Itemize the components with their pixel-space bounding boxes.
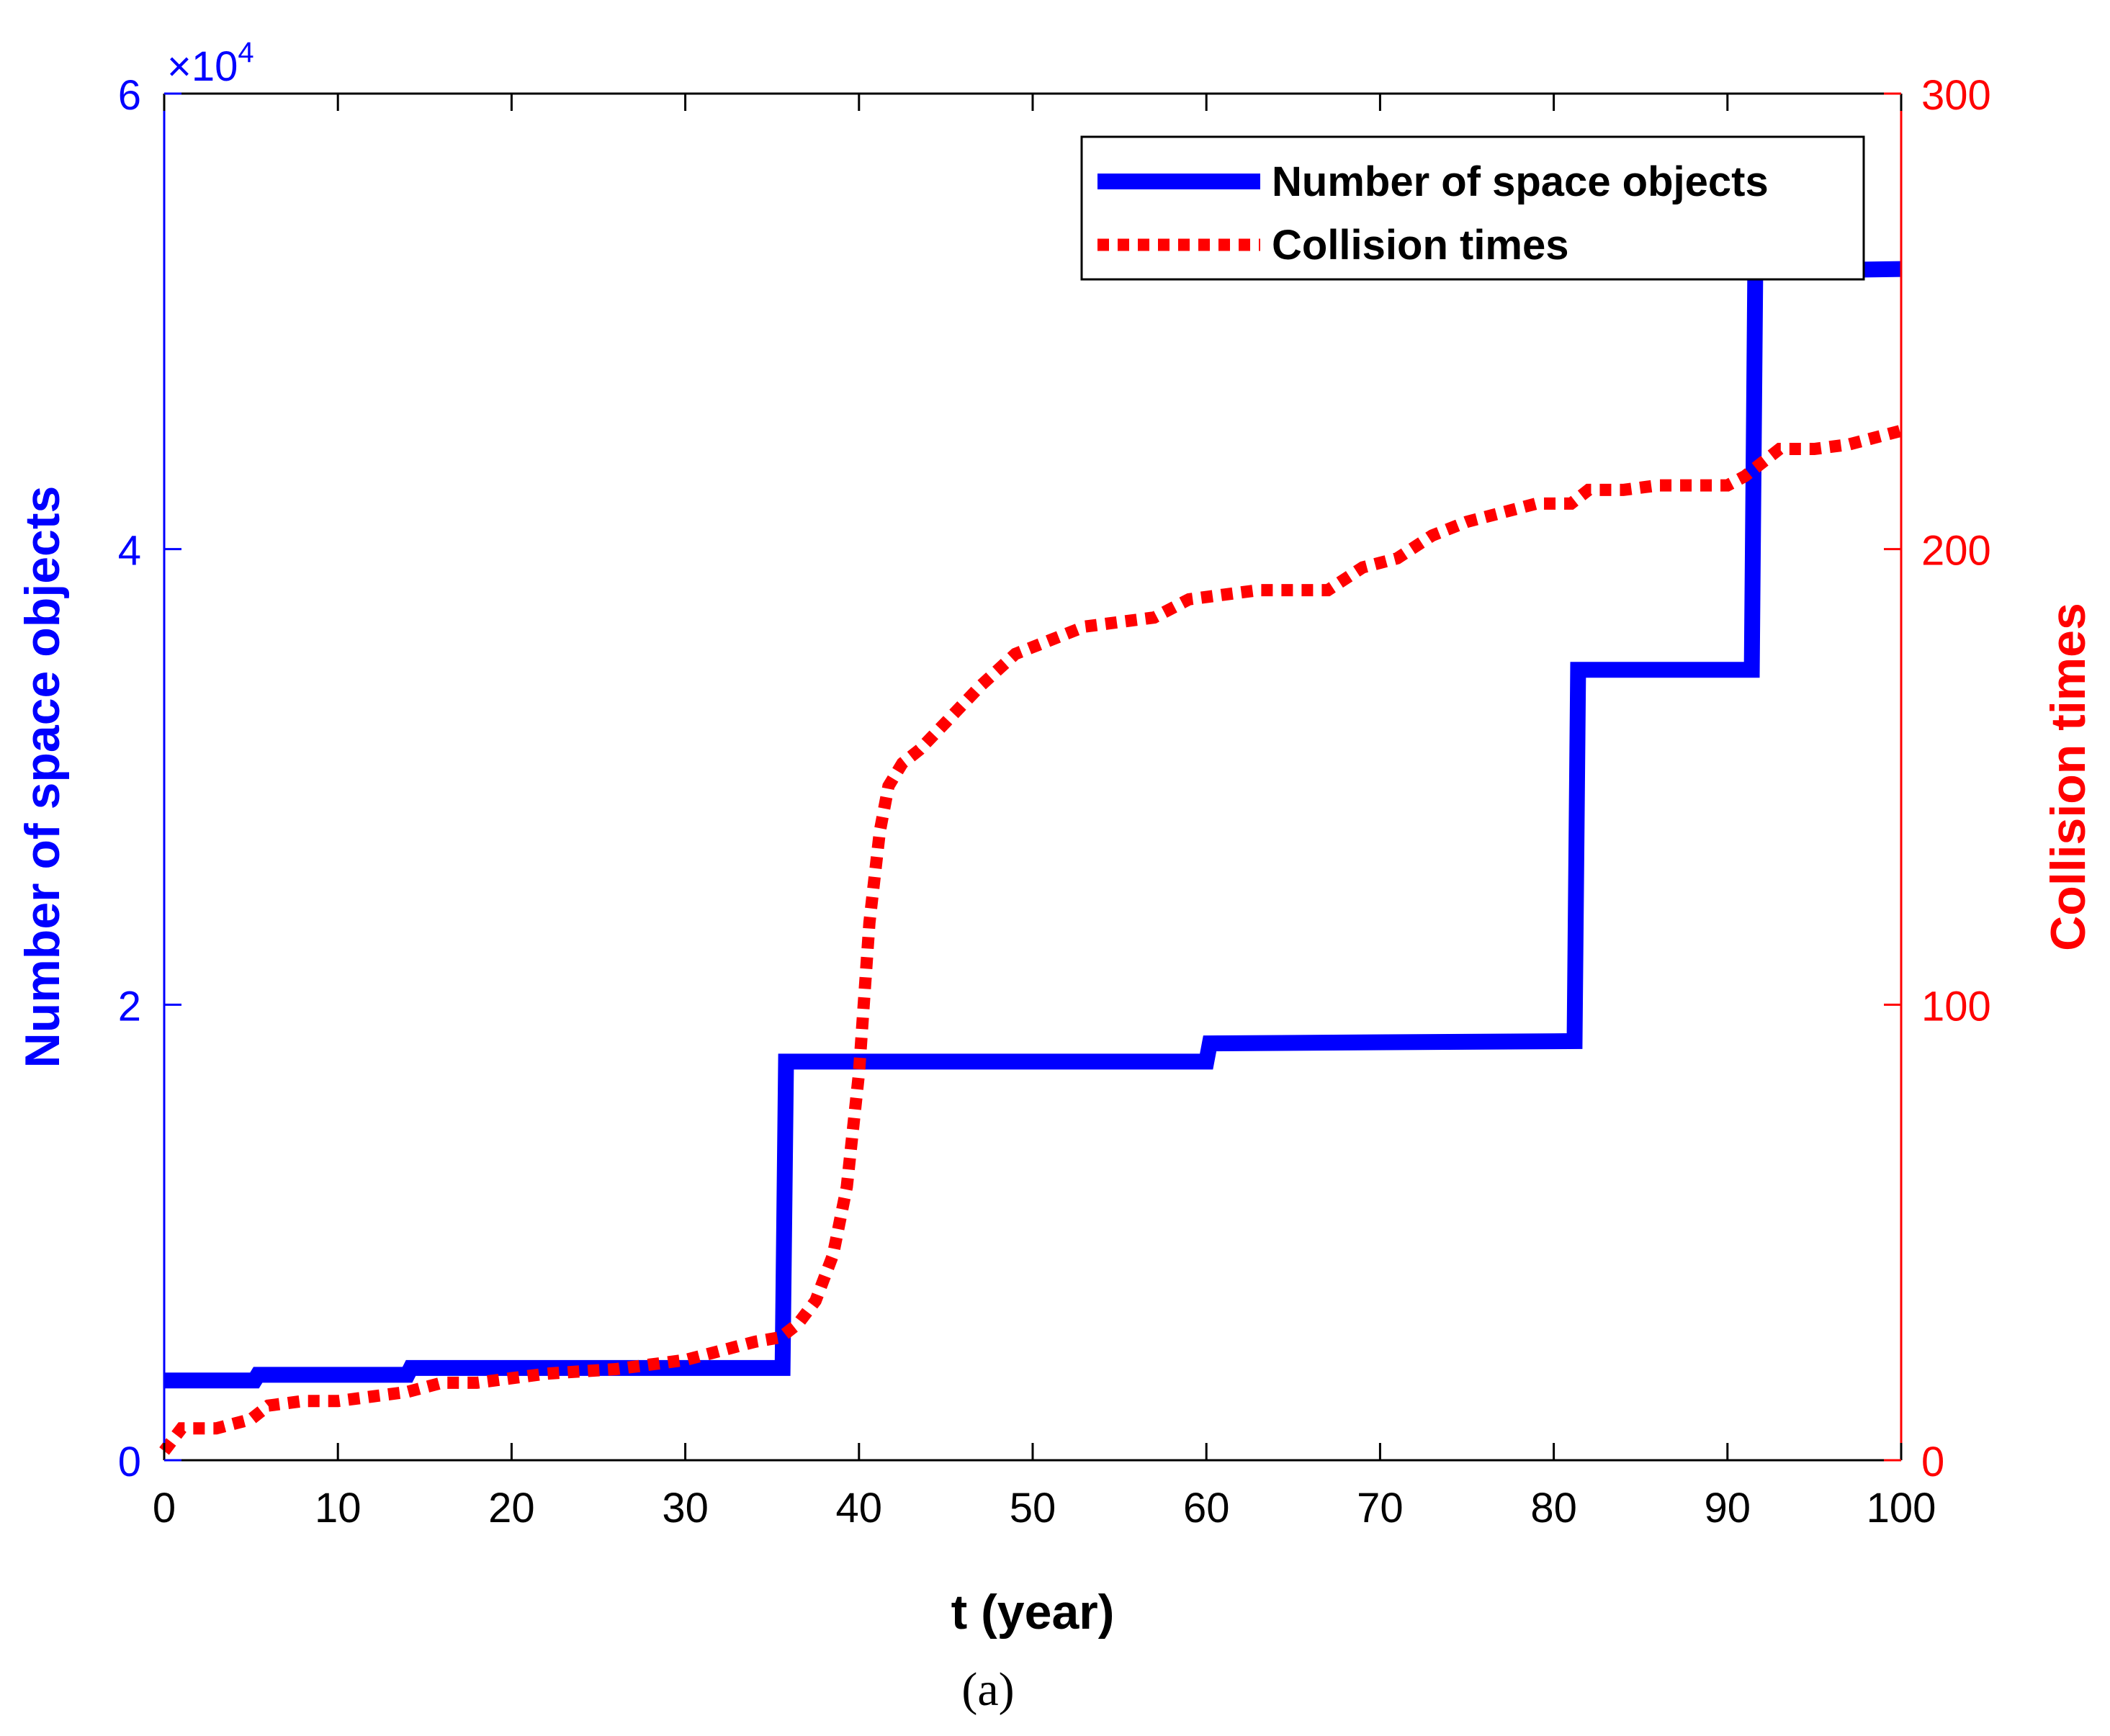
legend: Number of space objects Collision times xyxy=(1080,135,1865,281)
x-tick-label: 0 xyxy=(153,1485,176,1532)
left-y-axis-multiplier: ×104 xyxy=(167,37,254,90)
left-y-tick-label: 0 xyxy=(118,1439,141,1485)
left-y-axis-title: Number of space objects xyxy=(15,486,70,1069)
x-tick-label: 100 xyxy=(1867,1485,1936,1532)
right-y-tick-label: 300 xyxy=(1921,72,1991,119)
right-y-tick-label: 0 xyxy=(1921,1439,1944,1485)
x-tick-label: 90 xyxy=(1705,1485,1751,1532)
figure-caption: (a) xyxy=(961,1663,1014,1716)
x-tick-label: 20 xyxy=(488,1485,535,1532)
x-axis-title: t (year) xyxy=(951,1585,1115,1640)
x-tick-label: 60 xyxy=(1183,1485,1230,1532)
series-layer xyxy=(159,261,1903,1455)
legend-label-number-of-space-objects: Number of space objects xyxy=(1272,158,1769,205)
x-tick-label: 10 xyxy=(315,1485,362,1532)
x-tick-label: 40 xyxy=(836,1485,883,1532)
x-tick-label: 50 xyxy=(1010,1485,1056,1532)
right-y-tick-label: 100 xyxy=(1921,983,1991,1030)
multiplier-base: ×10 xyxy=(167,43,238,90)
left-y-tick-label: 6 xyxy=(118,72,141,119)
left-y-tick-label: 4 xyxy=(118,528,141,575)
right-y-tick-label: 200 xyxy=(1921,528,1991,575)
x-tick-label: 30 xyxy=(662,1485,709,1532)
right-y-axis-title: Collision times xyxy=(2041,603,2096,951)
multiplier-exponent: 4 xyxy=(238,37,253,68)
legend-box xyxy=(1080,135,1865,281)
left-y-tick-label: 2 xyxy=(118,983,141,1030)
plot-area xyxy=(164,94,1901,1460)
x-tick-label: 70 xyxy=(1357,1485,1404,1532)
series-line-number-of-space-objects xyxy=(164,261,1902,1389)
series-line-collision-times xyxy=(159,424,1903,1455)
x-tick-label: 80 xyxy=(1530,1485,1577,1532)
legend-label-collision-times: Collision times xyxy=(1272,222,1569,269)
